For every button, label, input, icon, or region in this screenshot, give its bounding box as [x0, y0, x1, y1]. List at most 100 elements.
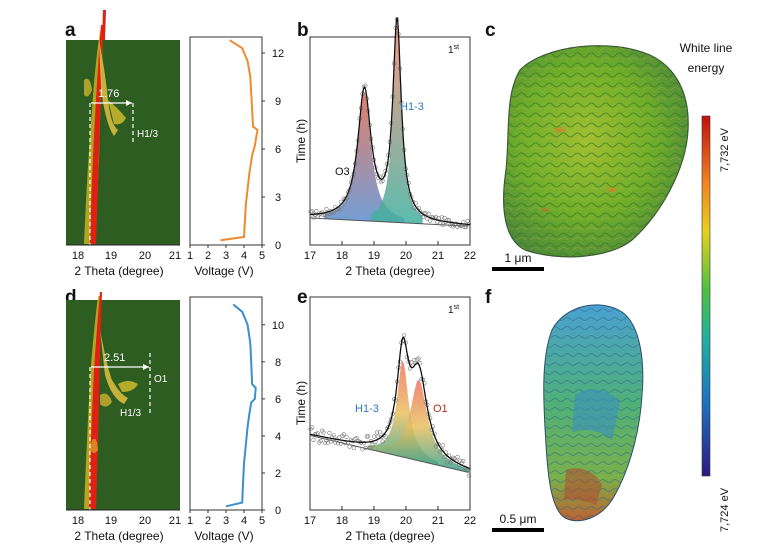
x-tick-label: 20: [400, 250, 412, 262]
colorbar: White line energy 7,732 eV 7,724 eV: [680, 41, 733, 532]
x-tick-d-0: 18: [72, 515, 84, 527]
colorbar-title-line2: energy: [688, 61, 725, 75]
y-tick-label: 4: [275, 431, 281, 443]
colorbar-max-label: 7,732 eV: [719, 127, 731, 172]
data-point: [331, 433, 336, 438]
x-tick-label: 17: [304, 515, 316, 527]
panel-f: f 0.5 μm: [485, 287, 644, 532]
data-point: [318, 438, 323, 444]
data-point: [370, 442, 375, 448]
contour-map-a: [66, 10, 180, 245]
x-tick-label: 1: [187, 250, 193, 262]
data-point: [317, 212, 322, 217]
y-tick-label: 6: [275, 144, 281, 156]
phase-label-o1-d: O1: [154, 374, 168, 385]
data-point: [363, 445, 368, 451]
scale-text-f: 0.5 μm: [500, 512, 537, 526]
fit-curve: [309, 336, 471, 470]
particle-image-c: [503, 45, 689, 258]
voltage-xlabel-a: Voltage (V): [194, 264, 253, 278]
data-point: [367, 446, 372, 451]
x-label-d: 2 Theta (degree): [74, 529, 163, 543]
data-point: [441, 222, 446, 227]
frame-e: [309, 296, 471, 511]
data-point: [328, 439, 333, 444]
peak-label-h13-b: H1-3: [400, 101, 424, 113]
data-point: [308, 209, 313, 214]
peak-label-o1-e: O1: [433, 403, 448, 415]
x-tick-label: 19: [368, 515, 380, 527]
data-point: [442, 454, 447, 460]
voltage-line-d: [225, 303, 257, 508]
data-point: [337, 207, 342, 212]
x-tick-label: 2: [205, 250, 211, 262]
data-point: [311, 437, 316, 443]
x-tick-label: 18: [336, 250, 348, 262]
panel-label-d: d: [65, 287, 77, 308]
y-tick-label: 12: [272, 48, 284, 60]
data-point: [428, 218, 433, 223]
x-tick-label: 20: [400, 515, 412, 527]
data-point: [321, 430, 326, 435]
baseline: [310, 217, 469, 227]
data-point: [402, 333, 407, 338]
y-tick-label: 10: [272, 320, 284, 332]
x-label-a: 2 Theta (degree): [74, 264, 163, 278]
panel-e: e 1st H1-3 O1 17 18 19 20 21 22 2 Theta (degr…: [297, 287, 476, 543]
data-point: [462, 225, 467, 230]
colorbar-gradient: [701, 115, 711, 477]
y-tick-label: 9: [275, 96, 281, 108]
x-tick-label: 21: [432, 515, 444, 527]
shift-value-a: 1.76: [98, 88, 119, 100]
panel-label-f: f: [485, 287, 492, 308]
data-point: [361, 441, 367, 446]
panel-b: b 1st O3 H1-3 17 18 19 20 21 22 2 Theta (degr…: [297, 17, 476, 278]
data-point: [416, 356, 421, 361]
data-point: [335, 441, 341, 446]
phase-label-h13-d: H1/3: [120, 408, 142, 419]
voltage-frame-a: [189, 36, 263, 246]
time-ylabel-d: Time (h): [294, 381, 308, 425]
cycle-label-b: 1st: [448, 44, 459, 56]
data-point: [314, 209, 319, 214]
data-point: [466, 473, 472, 478]
panel-label-e: e: [297, 287, 308, 308]
data-point: [331, 210, 336, 215]
colorbar-title-line1: White line: [680, 41, 733, 55]
x-tick-d-2: 20: [139, 515, 151, 527]
colorbar-min-label: 7,724 eV: [719, 487, 731, 532]
voltage-xlabel-d: Voltage (V): [194, 529, 253, 543]
data-point: [327, 430, 332, 436]
x-axis-d: 18 19 20 21 2 Theta (degree): [66, 509, 181, 543]
y-tick-label: 2: [275, 468, 281, 480]
peak-label-h13-e: H1-3: [355, 403, 379, 415]
scale-bar-c: [492, 267, 544, 271]
panel-label-a: a: [65, 20, 76, 41]
shift-value-d: 2.51: [104, 352, 125, 364]
y-tick-label: 3: [275, 192, 281, 204]
y-tick-label: 0: [275, 240, 281, 252]
panel-d: d 2.51 O1 H1/3 18 19 20 21 2 Theta (degr…: [65, 287, 181, 543]
phase-label-a: H1/3: [137, 129, 159, 140]
data-point: [461, 458, 466, 464]
x-tick-label: 17: [304, 250, 316, 262]
data-point: [379, 434, 384, 440]
panel-c: c 1 μm: [485, 20, 689, 271]
x-tick-label: 2: [205, 515, 211, 527]
fit-curve: [310, 17, 471, 226]
x-axis-a: 18 19 20 21 2 Theta (degree): [66, 244, 181, 278]
data-point: [310, 209, 315, 214]
data-point: [347, 444, 352, 449]
data-point: [439, 447, 444, 452]
data-point: [415, 207, 420, 212]
peak-fill: [367, 361, 438, 466]
x-tick-label: 3: [223, 250, 229, 262]
peak-fill: [367, 379, 470, 473]
data-point: [380, 439, 385, 444]
panel-label-c: c: [485, 20, 496, 41]
x-tick-label: 18: [336, 515, 348, 527]
data-point: [371, 434, 377, 439]
x-tick-d-1: 19: [105, 515, 117, 527]
x-tick-d-3: 21: [169, 515, 181, 527]
